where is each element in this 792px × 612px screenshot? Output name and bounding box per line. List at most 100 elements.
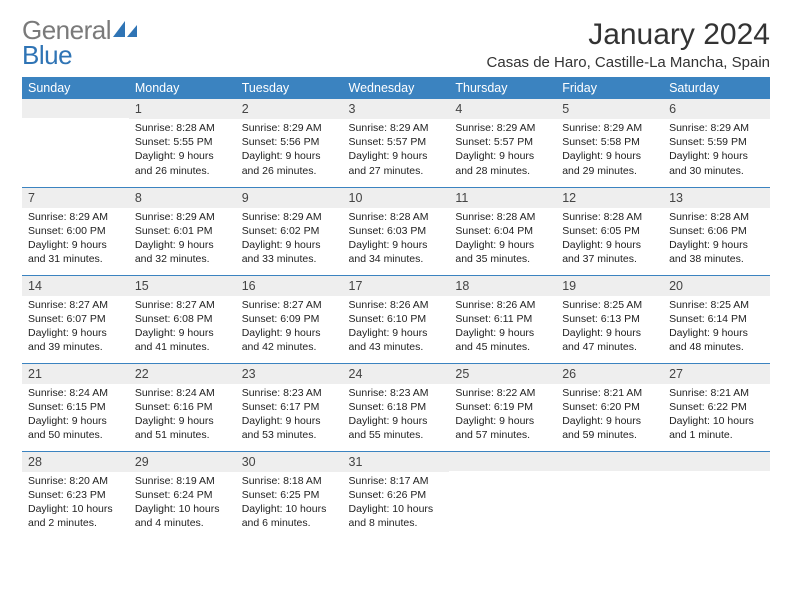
day-number: 31	[343, 452, 450, 472]
sunrise-text: Sunrise: 8:22 AM	[455, 386, 550, 400]
day-number: 5	[556, 99, 663, 119]
day-details: Sunrise: 8:25 AMSunset: 6:14 PMDaylight:…	[663, 296, 770, 359]
day-number: 19	[556, 276, 663, 296]
sunrise-text: Sunrise: 8:24 AM	[135, 386, 230, 400]
sunrise-text: Sunrise: 8:19 AM	[135, 474, 230, 488]
day-details: Sunrise: 8:29 AMSunset: 6:02 PMDaylight:…	[236, 208, 343, 271]
sunrise-text: Sunrise: 8:23 AM	[349, 386, 444, 400]
sunset-text: Sunset: 6:03 PM	[349, 224, 444, 238]
calendar-table: Sunday Monday Tuesday Wednesday Thursday…	[22, 77, 770, 539]
calendar-cell: 3Sunrise: 8:29 AMSunset: 5:57 PMDaylight…	[343, 99, 450, 187]
sunset-text: Sunset: 6:09 PM	[242, 312, 337, 326]
daylight-text: Daylight: 9 hours and 51 minutes.	[135, 414, 230, 442]
sunset-text: Sunset: 6:13 PM	[562, 312, 657, 326]
sunset-text: Sunset: 5:57 PM	[455, 135, 550, 149]
daylight-text: Daylight: 9 hours and 34 minutes.	[349, 238, 444, 266]
calendar-week-row: 21 Sunrise: 8:24 AM Sunset: 6:15 PM Dayligh…	[22, 363, 770, 451]
day-number: 14	[22, 276, 129, 296]
day-details: Sunrise: 8:26 AMSunset: 6:11 PMDaylight:…	[449, 296, 556, 359]
sunrise-text: Sunrise: 8:25 AM	[669, 298, 764, 312]
sunset-text: Sunset: 6:15 PM	[28, 400, 123, 414]
day-number: 8	[129, 188, 236, 208]
sunrise-text: Sunrise: 8:17 AM	[349, 474, 444, 488]
sunrise-text: Sunrise: 8:21 AM	[669, 386, 764, 400]
calendar-cell: 26Sunrise: 8:21 AMSunset: 6:20 PMDayligh…	[556, 363, 663, 451]
calendar-cell: 9Sunrise: 8:29 AMSunset: 6:02 PMDaylight…	[236, 187, 343, 275]
day-details: Sunrise: 8:28 AMSunset: 6:04 PMDaylight:…	[449, 208, 556, 271]
day-number: 4	[449, 99, 556, 119]
day-number: 27	[663, 364, 770, 384]
sunset-text: Sunset: 6:22 PM	[669, 400, 764, 414]
day-number: 9	[236, 188, 343, 208]
calendar-cell: 23Sunrise: 8:23 AMSunset: 6:17 PMDayligh…	[236, 363, 343, 451]
calendar-cell: 27Sunrise: 8:21 AMSunset: 6:22 PMDayligh…	[663, 363, 770, 451]
day-number: 22	[129, 364, 236, 384]
calendar-cell: 21Sunrise: 8:24 AMSunset: 6:15 PMDayligh…	[22, 363, 129, 451]
calendar-cell: 18Sunrise: 8:26 AMSunset: 6:11 PMDayligh…	[449, 275, 556, 363]
sunset-text: Sunset: 6:04 PM	[455, 224, 550, 238]
day-number: 3	[343, 99, 450, 119]
day-number: 13	[663, 188, 770, 208]
day-details: Sunrise: 8:26 AMSunset: 6:10 PMDaylight:…	[343, 296, 450, 359]
day-details: Sunrise: 8:17 AMSunset: 6:26 PMDaylight:…	[343, 472, 450, 535]
day-details: Sunrise: 8:21 AMSunset: 6:20 PMDaylight:…	[556, 384, 663, 447]
day-details: Sunrise: 8:28 AMSunset: 6:06 PMDaylight:…	[663, 208, 770, 271]
day-details: Sunrise: 8:29 AMSunset: 6:00 PMDaylight:…	[22, 208, 129, 271]
sunset-text: Sunset: 6:26 PM	[349, 488, 444, 502]
sunrise-text: Sunrise: 8:25 AM	[562, 298, 657, 312]
day-header: Monday	[129, 77, 236, 99]
logo: General Blue	[22, 18, 139, 67]
day-number	[556, 452, 663, 471]
sunrise-text: Sunrise: 8:29 AM	[242, 210, 337, 224]
calendar-cell: 2Sunrise: 8:29 AMSunset: 5:56 PMDaylight…	[236, 99, 343, 187]
sunrise-text: Sunrise: 8:27 AM	[135, 298, 230, 312]
calendar-cell: 7Sunrise: 8:29 AMSunset: 6:00 PMDaylight…	[22, 187, 129, 275]
sunrise-text: Sunrise: 8:29 AM	[669, 121, 764, 135]
sunrise-text: Sunrise: 8:29 AM	[455, 121, 550, 135]
sunrise-text: Sunrise: 8:23 AM	[242, 386, 337, 400]
day-details: Sunrise: 8:29 AMSunset: 6:01 PMDaylight:…	[129, 208, 236, 271]
daylight-text: Daylight: 9 hours and 31 minutes.	[28, 238, 123, 266]
day-header: Friday	[556, 77, 663, 99]
daylight-text: Daylight: 10 hours and 6 minutes.	[242, 502, 337, 530]
sunrise-text: Sunrise: 8:27 AM	[28, 298, 123, 312]
day-details: Sunrise: 8:20 AMSunset: 6:23 PMDaylight:…	[22, 472, 129, 535]
day-details: Sunrise: 8:23 AMSunset: 6:18 PMDaylight:…	[343, 384, 450, 447]
day-number	[22, 99, 129, 118]
day-number: 21	[22, 364, 129, 384]
day-number: 23	[236, 364, 343, 384]
day-details: Sunrise: 8:24 AMSunset: 6:16 PMDaylight:…	[129, 384, 236, 447]
calendar-cell: 25Sunrise: 8:22 AMSunset: 6:19 PMDayligh…	[449, 363, 556, 451]
sunset-text: Sunset: 6:11 PM	[455, 312, 550, 326]
sunset-text: Sunset: 6:07 PM	[28, 312, 123, 326]
calendar-cell	[22, 99, 129, 187]
day-details: Sunrise: 8:29 AMSunset: 5:56 PMDaylight:…	[236, 119, 343, 182]
sunset-text: Sunset: 5:56 PM	[242, 135, 337, 149]
calendar-cell: 13Sunrise: 8:28 AMSunset: 6:06 PMDayligh…	[663, 187, 770, 275]
calendar-cell: 12Sunrise: 8:28 AMSunset: 6:05 PMDayligh…	[556, 187, 663, 275]
sunset-text: Sunset: 5:57 PM	[349, 135, 444, 149]
calendar-cell: 11Sunrise: 8:28 AMSunset: 6:04 PMDayligh…	[449, 187, 556, 275]
logo-sail-icon	[113, 19, 139, 42]
calendar-cell: 5Sunrise: 8:29 AMSunset: 5:58 PMDaylight…	[556, 99, 663, 187]
day-number: 12	[556, 188, 663, 208]
calendar-cell: 29Sunrise: 8:19 AMSunset: 6:24 PMDayligh…	[129, 451, 236, 539]
sunrise-text: Sunrise: 8:29 AM	[562, 121, 657, 135]
sunset-text: Sunset: 6:06 PM	[669, 224, 764, 238]
day-number: 1	[129, 99, 236, 119]
day-header: Thursday	[449, 77, 556, 99]
sunset-text: Sunset: 6:08 PM	[135, 312, 230, 326]
sunset-text: Sunset: 5:59 PM	[669, 135, 764, 149]
day-number: 17	[343, 276, 450, 296]
day-details: Sunrise: 8:23 AMSunset: 6:17 PMDaylight:…	[236, 384, 343, 447]
calendar-week-row: 1Sunrise: 8:28 AMSunset: 5:55 PMDaylight…	[22, 99, 770, 187]
sunset-text: Sunset: 6:10 PM	[349, 312, 444, 326]
daylight-text: Daylight: 9 hours and 41 minutes.	[135, 326, 230, 354]
day-details: Sunrise: 8:28 AMSunset: 6:05 PMDaylight:…	[556, 208, 663, 271]
day-number: 10	[343, 188, 450, 208]
day-details: Sunrise: 8:29 AMSunset: 5:57 PMDaylight:…	[343, 119, 450, 182]
daylight-text: Daylight: 10 hours and 8 minutes.	[349, 502, 444, 530]
day-header: Wednesday	[343, 77, 450, 99]
calendar-cell: 6Sunrise: 8:29 AMSunset: 5:59 PMDaylight…	[663, 99, 770, 187]
sunset-text: Sunset: 6:05 PM	[562, 224, 657, 238]
